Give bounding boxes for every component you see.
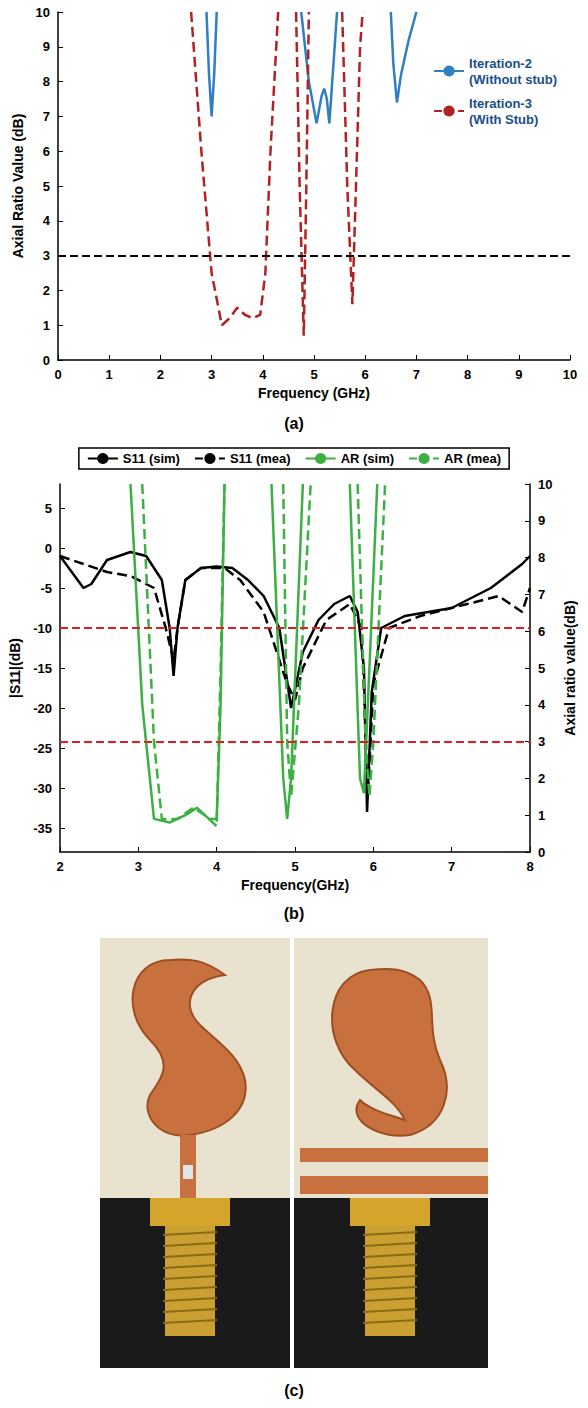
svg-text:9: 9 xyxy=(538,513,545,528)
svg-text:10: 10 xyxy=(538,477,552,492)
svg-text:5: 5 xyxy=(310,367,317,382)
svg-text:6: 6 xyxy=(370,859,377,874)
svg-text:-20: -20 xyxy=(33,701,52,716)
svg-text:0: 0 xyxy=(538,845,545,860)
svg-text:(b): (b) xyxy=(284,905,304,922)
svg-text:S11 (mea): S11 (mea) xyxy=(230,451,291,466)
svg-text:7: 7 xyxy=(538,587,545,602)
svg-text:9: 9 xyxy=(43,39,50,54)
svg-text:-25: -25 xyxy=(33,741,52,756)
svg-text:2: 2 xyxy=(157,367,164,382)
svg-text:(With Stub): (With Stub) xyxy=(469,112,538,127)
svg-text:6: 6 xyxy=(538,624,545,639)
svg-text:4: 4 xyxy=(213,859,221,874)
svg-text:7: 7 xyxy=(43,109,50,124)
svg-text:-30: -30 xyxy=(33,781,52,796)
svg-text:3: 3 xyxy=(538,734,545,749)
svg-text:7: 7 xyxy=(448,859,455,874)
svg-text:7: 7 xyxy=(413,367,420,382)
svg-text:10: 10 xyxy=(36,5,50,20)
svg-text:5: 5 xyxy=(45,501,52,516)
svg-text:8: 8 xyxy=(43,74,50,89)
svg-text:(c): (c) xyxy=(284,1382,304,1399)
svg-text:6: 6 xyxy=(43,144,50,159)
svg-text:Axial ratio value(dB): Axial ratio value(dB) xyxy=(562,600,578,735)
svg-text:|S11|(dB): |S11|(dB) xyxy=(7,638,23,698)
svg-text:3: 3 xyxy=(208,367,215,382)
svg-text:3: 3 xyxy=(43,248,50,263)
svg-text:AR (sim): AR (sim) xyxy=(341,451,394,466)
svg-text:-35: -35 xyxy=(33,821,52,836)
svg-text:(Without stub): (Without stub) xyxy=(469,72,557,87)
svg-text:8: 8 xyxy=(464,367,471,382)
svg-text:-10: -10 xyxy=(33,621,52,636)
svg-text:1: 1 xyxy=(538,808,545,823)
svg-text:8: 8 xyxy=(526,859,533,874)
svg-text:Frequency (GHz): Frequency (GHz) xyxy=(258,385,370,401)
svg-text:6: 6 xyxy=(362,367,369,382)
svg-text:Axial Ratio Value (dB): Axial Ratio Value (dB) xyxy=(10,114,26,259)
svg-text:0: 0 xyxy=(54,367,61,382)
svg-text:3: 3 xyxy=(135,859,142,874)
svg-text:2: 2 xyxy=(538,771,545,786)
svg-text:0: 0 xyxy=(45,541,52,556)
svg-text:5: 5 xyxy=(291,859,298,874)
svg-text:4: 4 xyxy=(259,367,267,382)
svg-text:2: 2 xyxy=(56,859,63,874)
svg-text:(a): (a) xyxy=(284,415,304,432)
svg-text:10: 10 xyxy=(563,367,577,382)
svg-text:-15: -15 xyxy=(33,661,52,676)
svg-text:1: 1 xyxy=(106,367,113,382)
svg-text:1: 1 xyxy=(43,318,50,333)
svg-text:5: 5 xyxy=(43,179,50,194)
svg-text:4: 4 xyxy=(538,697,546,712)
svg-text:2: 2 xyxy=(43,283,50,298)
svg-text:8: 8 xyxy=(538,550,545,565)
svg-text:S11 (sim): S11 (sim) xyxy=(123,451,180,466)
svg-text:AR (mea): AR (mea) xyxy=(444,451,501,466)
svg-text:4: 4 xyxy=(43,213,51,228)
svg-text:-5: -5 xyxy=(40,581,52,596)
svg-text:Iteration-3: Iteration-3 xyxy=(469,96,532,111)
svg-text:5: 5 xyxy=(538,661,545,676)
svg-text:Frequency(GHz): Frequency(GHz) xyxy=(241,877,349,893)
svg-text:Iteration-2: Iteration-2 xyxy=(469,56,532,71)
svg-text:9: 9 xyxy=(515,367,522,382)
svg-text:0: 0 xyxy=(43,353,50,368)
